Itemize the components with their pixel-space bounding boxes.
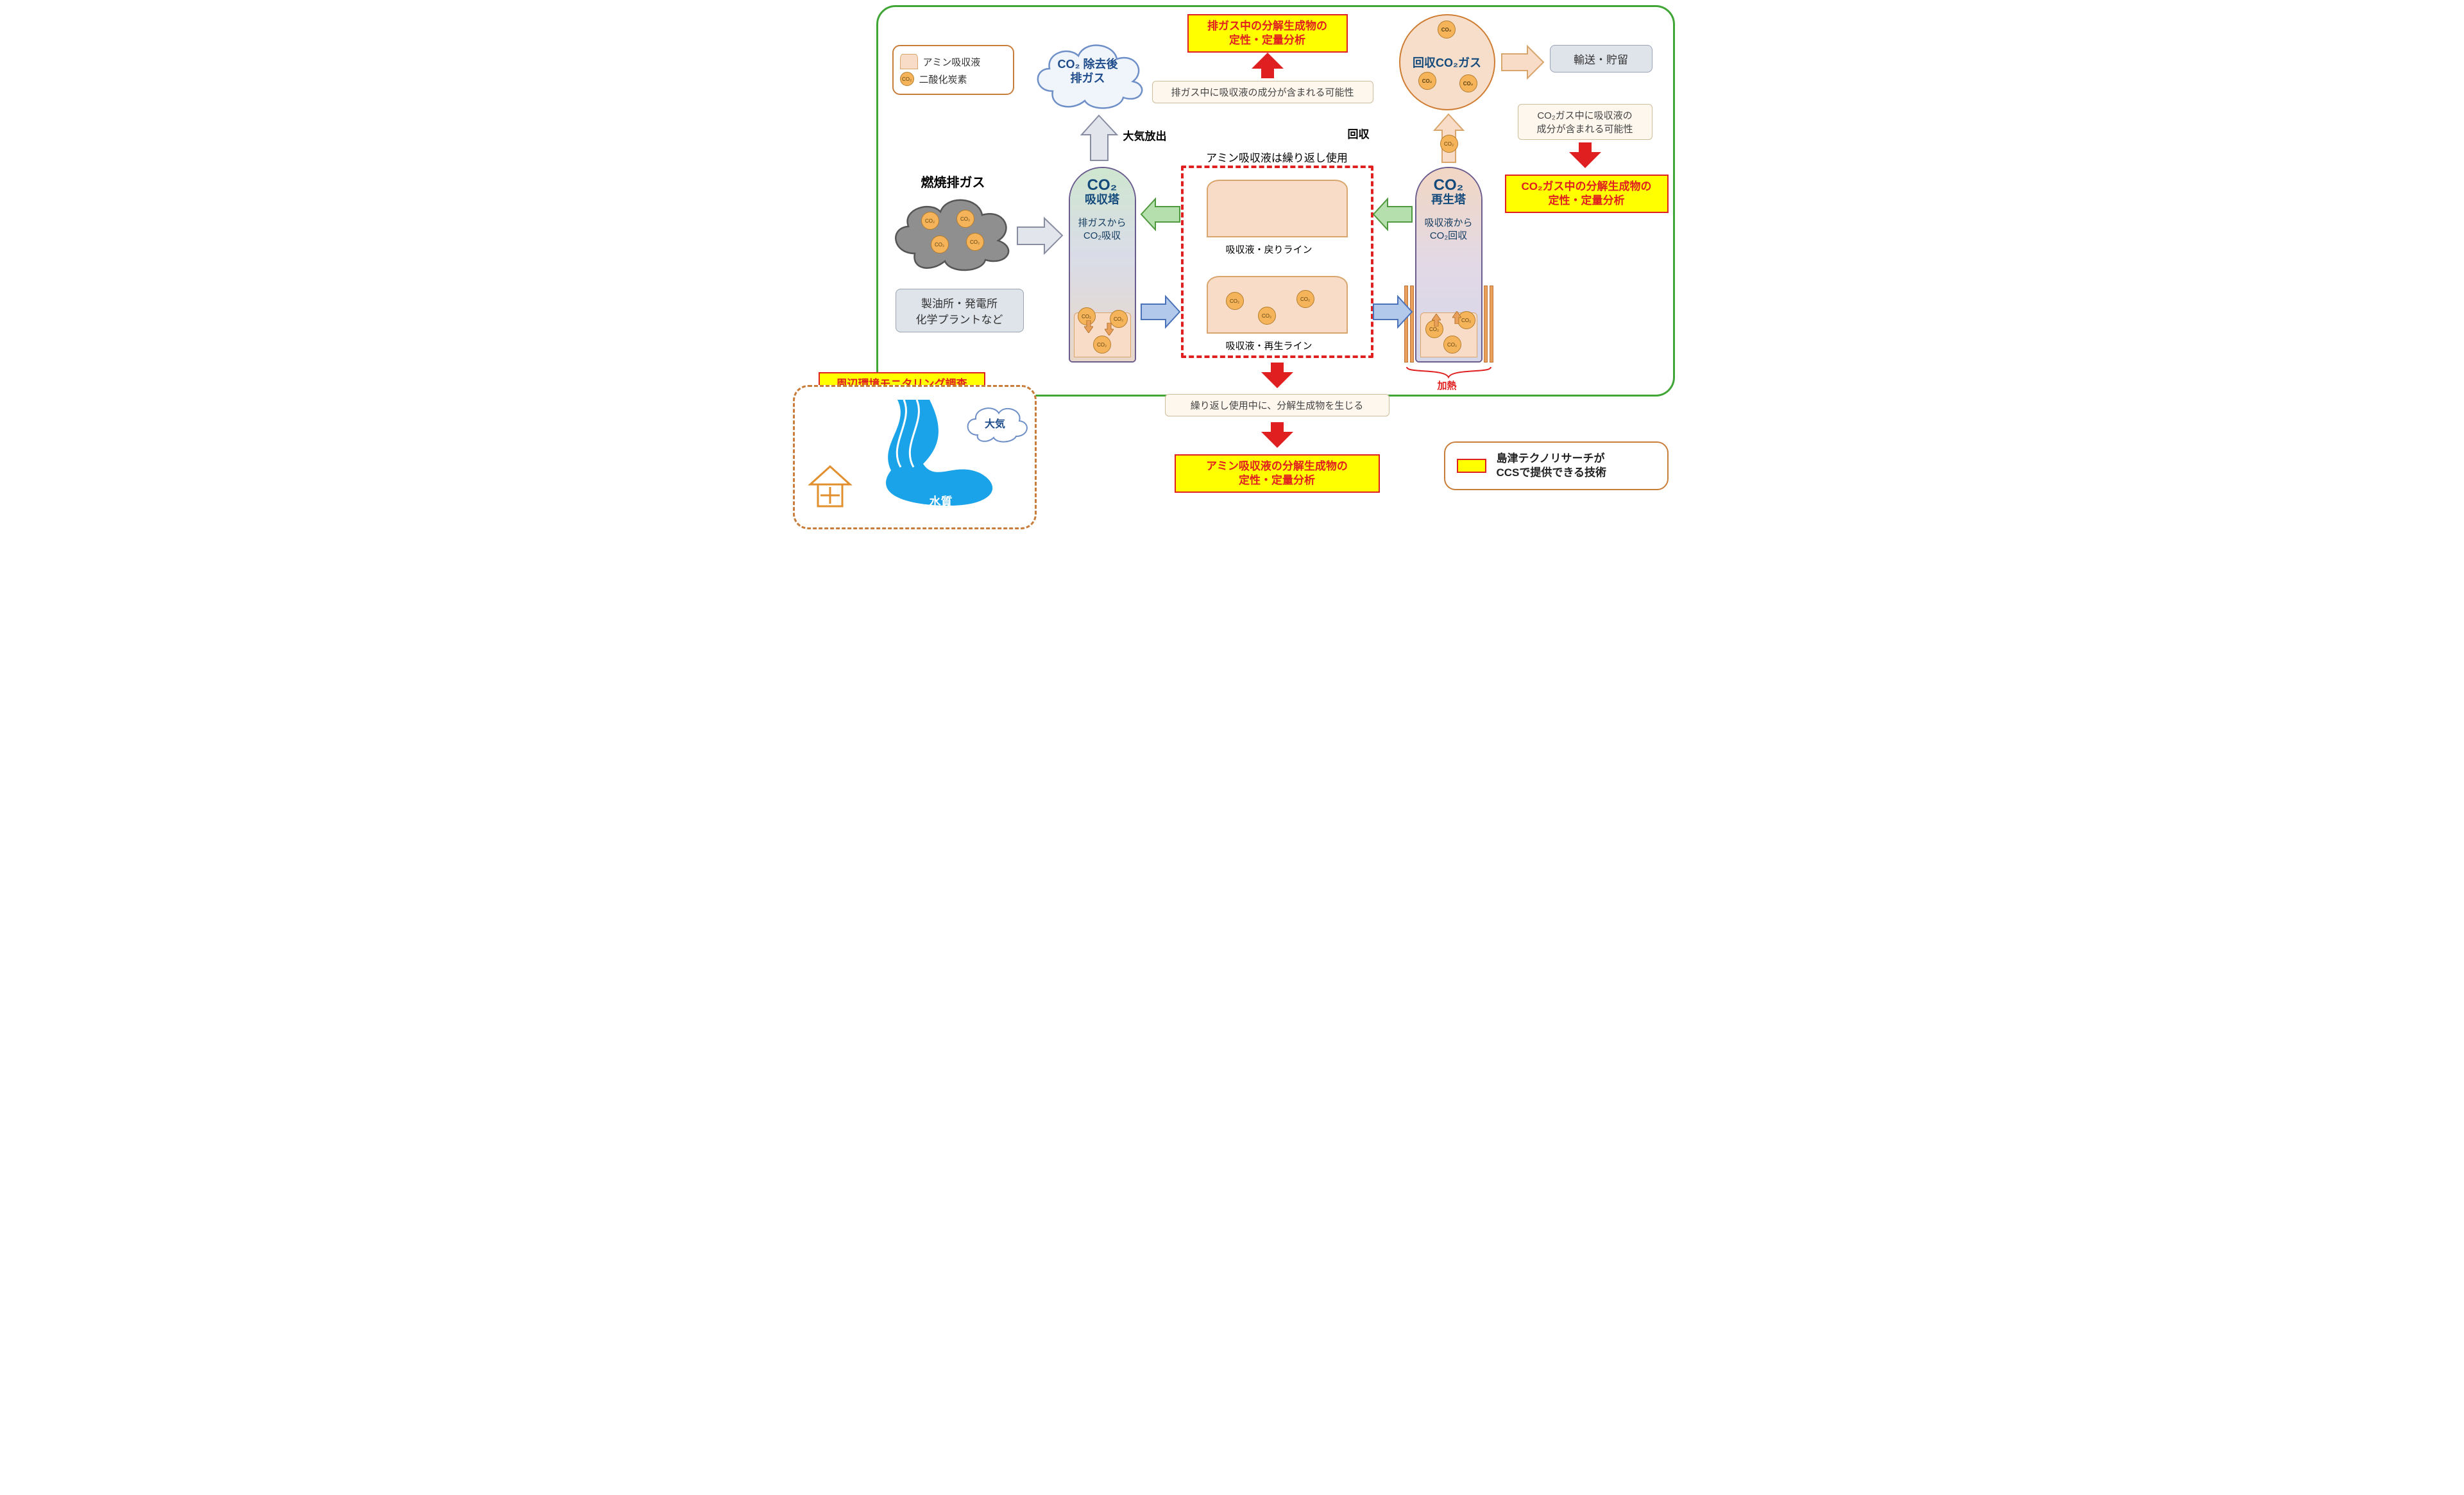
legend-co2-label: 二酸化炭素 [919, 73, 967, 86]
arrow-red-down-right [1569, 142, 1601, 168]
arrow-peach-right [1502, 46, 1543, 78]
arrow-red-up-top [1252, 53, 1284, 78]
callout-top: 排ガス中の分解生成物の定性・定量分析 [1187, 14, 1348, 53]
clean-cloud-line1: CO₂ 除去後 [1058, 58, 1118, 71]
co2-in-arrow: CO₂ [1440, 135, 1458, 153]
subbox-topmid: 排ガス中に吸収液の成分が含まれる可能性 [1152, 81, 1373, 103]
env-house-icon [808, 464, 853, 509]
graybox-dest: 輸送・貯留 [1550, 45, 1653, 73]
svg-text:大気: 大気 [984, 418, 1005, 430]
cycle-fluid-return [1207, 180, 1348, 237]
heat-bar [1484, 286, 1488, 363]
legend-box: アミン吸収液 CO₂ 二酸化炭素 [892, 45, 1014, 95]
callout-right: CO₂ガス中の分解生成物の定性・定量分析 [1505, 175, 1669, 213]
arrow-red-down-mid [1261, 363, 1293, 388]
legend-co2-icon: CO₂ [900, 72, 914, 86]
service-line2: CCSで提供できる技術 [1497, 466, 1607, 479]
service-line1: 島津テクノリサーチが [1497, 452, 1605, 465]
tower-absorb: CO₂吸収塔 排ガスからCO₂吸収 CO₂ CO₂ CO₂ [1069, 167, 1136, 363]
clean-gas-cloud: CO₂ 除去後 排ガス [1027, 33, 1149, 110]
arrow-red-down-mid2 [1261, 422, 1293, 448]
label-cycle-title: アミン吸収液は繰り返し使用 [1194, 149, 1361, 165]
arrow-blue-right-1 [1141, 296, 1180, 327]
label-heat: 加熱 [1438, 379, 1457, 392]
service-legend: 島津テクノリサーチが CCSで提供できる技術 [1444, 441, 1669, 490]
cycle-lower-label: 吸収液・再生ライン [1226, 339, 1313, 352]
env-cloud-icon: 大気 [962, 403, 1029, 445]
arrow-green-left-1 [1141, 199, 1180, 230]
legend-fluid-label: アミン吸収液 [923, 55, 981, 69]
cycle-upper-label: 吸収液・戻りライン [1226, 243, 1313, 256]
heat-bar [1490, 286, 1493, 363]
heading-combustion: 燃焼排ガス [921, 172, 985, 191]
label-release: 大気放出 [1123, 127, 1167, 143]
gas-circle: 回収CO₂ガス CO₂ CO₂ CO₂ [1399, 14, 1495, 110]
heat-brace [1406, 366, 1492, 379]
tower-regen: CO₂再生塔 吸収液からCO₂回収 CO₂ CO₂ CO₂ [1415, 167, 1483, 363]
env-panel: 大気 水質 [793, 385, 1037, 529]
arrow-blue-right-2 [1373, 296, 1412, 327]
combustion-cloud: CO₂ CO₂ CO₂ CO₂ [886, 189, 1014, 273]
label-recover: 回収 [1348, 125, 1370, 141]
arrow-gray-right [1017, 218, 1062, 253]
legend-fluid-icon [900, 54, 918, 69]
subbox-low: 繰り返し使用中に、分解生成物を生じる [1165, 394, 1389, 416]
callout-bottom: アミン吸収液の分解生成物の定性・定量分析 [1175, 454, 1380, 493]
env-water-label: 水質 [930, 493, 953, 509]
arrow-green-left-2 [1373, 199, 1412, 230]
clean-cloud-line2: 排ガス [1071, 72, 1105, 85]
arrow-gray-up [1082, 115, 1117, 160]
subbox-right: CO₂ガス中に吸収液の成分が含まれる可能性 [1518, 104, 1653, 140]
service-swatch [1457, 459, 1486, 473]
graybox-source: 製油所・発電所化学プラントなど [896, 289, 1024, 332]
